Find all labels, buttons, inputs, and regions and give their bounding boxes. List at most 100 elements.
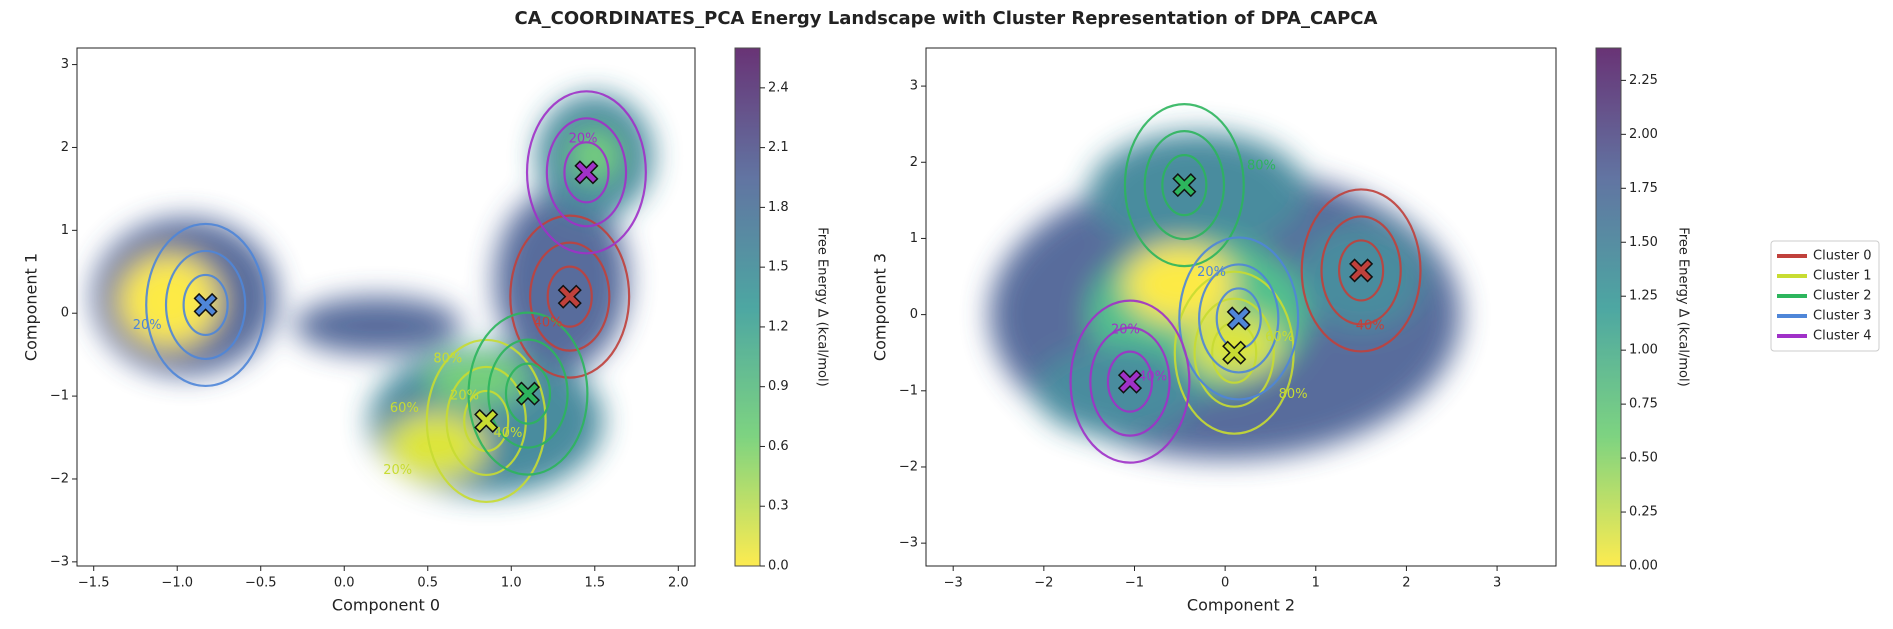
y-tick-label: 0: [61, 306, 69, 321]
x-tick-label: −0.5: [245, 576, 277, 591]
contour: [1320, 215, 1402, 326]
figure-title: CA_COORDINATES_PCA Energy Landscape with…: [515, 8, 1378, 29]
contour: [467, 311, 589, 476]
x-axis-label: Component 0: [332, 596, 440, 615]
y-tick-label: 2: [910, 155, 918, 170]
contour-label: 20%: [450, 389, 479, 404]
contour-label: 80%: [1247, 159, 1276, 174]
x-tick-label: −1: [1125, 576, 1144, 591]
y-tick-label: 1: [910, 231, 918, 246]
cluster-center: [474, 408, 499, 434]
colorbar-tick-label: 1.25: [1629, 289, 1658, 304]
cluster-center: [557, 284, 582, 309]
legend-label: Cluster 1: [1813, 269, 1872, 284]
contour: [182, 273, 229, 337]
contour: [525, 90, 647, 255]
x-tick-label: −2: [1034, 576, 1053, 591]
contour-label: 20%: [1111, 322, 1140, 337]
x-tick-label: 2: [1402, 576, 1410, 591]
energy-region: [494, 188, 629, 372]
x-tick-label: 1.5: [584, 576, 605, 591]
contour: [1143, 130, 1226, 241]
colorbar-label: Free Energy Δ (kcal/mol): [1676, 227, 1691, 386]
contour-label: 80%: [1279, 387, 1308, 402]
y-axis-label: Component 3: [871, 253, 890, 361]
y-tick-label: −1: [899, 383, 918, 398]
contours: [1069, 103, 1422, 464]
colorbar-tick-label: 0.0: [768, 559, 789, 574]
colorbar-tick-label: 1.5: [768, 260, 789, 275]
colorbar-tick-label: 0.00: [1629, 559, 1658, 574]
contour: [545, 117, 628, 228]
legend-label: Cluster 0: [1813, 249, 1872, 264]
x-tick-label: −1.5: [78, 576, 110, 591]
contour-label: 40%: [493, 426, 522, 441]
contour-label: 20%: [569, 132, 598, 147]
legend-label: Cluster 4: [1813, 329, 1872, 344]
colorbar-label: Free Energy Δ (kcal/mol): [815, 227, 830, 386]
axes-frame: [76, 47, 696, 567]
contour: [1123, 103, 1245, 268]
y-tick-label: 0: [910, 307, 918, 322]
contour: [1178, 236, 1300, 401]
x-tick-label: 1: [1312, 576, 1320, 591]
contour: [145, 222, 267, 388]
contour: [1300, 188, 1422, 353]
contours: [145, 90, 647, 504]
x-tick-label: 0: [1221, 576, 1229, 591]
contour: [1193, 297, 1275, 408]
x-tick-label: −3: [944, 576, 963, 591]
y-tick-label: −2: [50, 471, 69, 486]
cluster-center: [1117, 369, 1143, 394]
x-tick-label: 0.0: [334, 576, 355, 591]
legend-label: Cluster 3: [1813, 309, 1872, 324]
x-tick-label: −1.0: [161, 576, 193, 591]
x-tick-label: 1.0: [501, 576, 522, 591]
cluster-center: [1349, 258, 1374, 283]
contour: [1089, 326, 1171, 437]
contour: [546, 265, 593, 328]
cluster-center: [1226, 306, 1251, 331]
colorbar-tick-label: 1.00: [1629, 343, 1658, 358]
cluster-center: [1172, 173, 1197, 198]
contour: [504, 362, 552, 425]
contour-label: 60%: [1265, 330, 1294, 345]
contour: [487, 338, 569, 449]
contour: [1161, 154, 1208, 217]
x-tick-label: 3: [1493, 576, 1501, 591]
energy-region: [118, 255, 219, 347]
y-tick-label: −3: [899, 536, 918, 551]
colorbar-tick-label: 2.25: [1629, 73, 1658, 88]
colorbar-tick-label: 0.25: [1629, 505, 1658, 520]
landscape: [93, 93, 654, 496]
colorbar-tick-label: 2.00: [1629, 127, 1658, 142]
energy-region: [1188, 314, 1280, 376]
cluster-center: [193, 292, 218, 317]
colorbar: [1595, 47, 1622, 567]
y-tick-label: −3: [50, 554, 69, 569]
energy-region: [1089, 131, 1307, 254]
energy-region: [1297, 223, 1425, 330]
contour-label: 20%: [1197, 265, 1226, 280]
x-tick-label: 2.0: [668, 576, 689, 591]
contour: [164, 249, 247, 361]
cluster-center: [574, 160, 599, 185]
x-tick-label: 0.5: [417, 576, 438, 591]
colorbar-tick-label: 0.75: [1629, 397, 1658, 412]
colorbar-tick-label: 0.6: [768, 439, 789, 454]
contour-label: 40%: [534, 316, 563, 331]
contour: [445, 365, 527, 477]
legend-frame: [1770, 240, 1880, 352]
contour-label: 20%: [383, 463, 412, 478]
contour: [1069, 299, 1191, 464]
colorbar-tick-label: 1.50: [1629, 235, 1658, 250]
y-axis-label: Component 1: [22, 253, 41, 361]
colorbar-tick-label: 1.75: [1629, 181, 1658, 196]
y-tick-label: −2: [899, 459, 918, 474]
contour-label: 20%: [133, 318, 162, 333]
contour-label: 40%: [1356, 319, 1385, 334]
contour: [1198, 263, 1280, 374]
colorbar: [734, 47, 761, 567]
y-tick-label: 3: [61, 57, 69, 72]
